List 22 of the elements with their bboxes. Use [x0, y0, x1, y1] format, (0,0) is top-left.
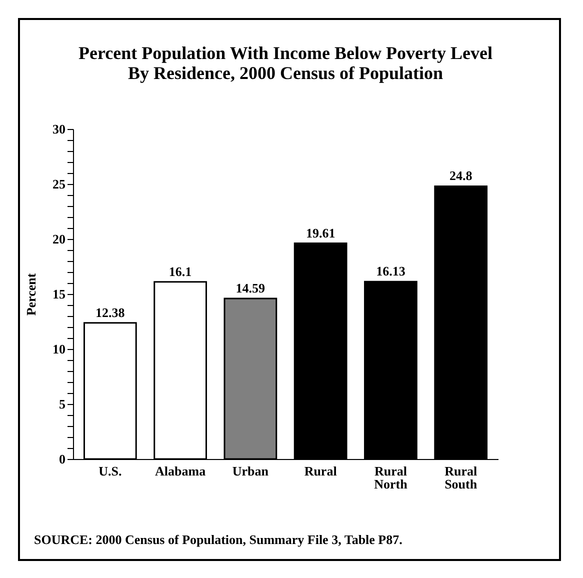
- x-tick-label: Rural South: [444, 464, 478, 492]
- data-label: 19.61: [306, 225, 336, 240]
- data-label: 14.59: [236, 280, 266, 296]
- y-tick-label: 25: [52, 176, 66, 192]
- data-label: 16.13: [376, 264, 406, 279]
- data-label: 16.1: [168, 264, 192, 279]
- y-axis-title: Percent: [24, 272, 38, 316]
- y-tick-label: 20: [52, 232, 66, 246]
- x-tick-label: Rural: [304, 464, 338, 478]
- y-tick-label: 30: [52, 122, 66, 136]
- data-label: 12.38: [96, 304, 126, 320]
- x-tick-label: U.S.: [98, 464, 122, 478]
- y-tick-label: 10: [52, 342, 66, 356]
- x-tick-label: Urban: [232, 464, 270, 478]
- y-tick-label: 0: [59, 452, 66, 466]
- chart-title: Percent Population With Income Below Poverty Level By Residence, 2000 Census of Population: [78, 43, 492, 83]
- x-tick-label: Rural North: [374, 464, 408, 492]
- y-tick-label: 5: [59, 396, 66, 412]
- y-tick-label: 15: [52, 286, 66, 302]
- source-note: SOURCE: 2000 Census of Population, Summary File 3, Table P87.: [34, 532, 402, 548]
- x-tick-label: Alabama: [155, 464, 206, 478]
- data-label: 24.8: [449, 168, 473, 184]
